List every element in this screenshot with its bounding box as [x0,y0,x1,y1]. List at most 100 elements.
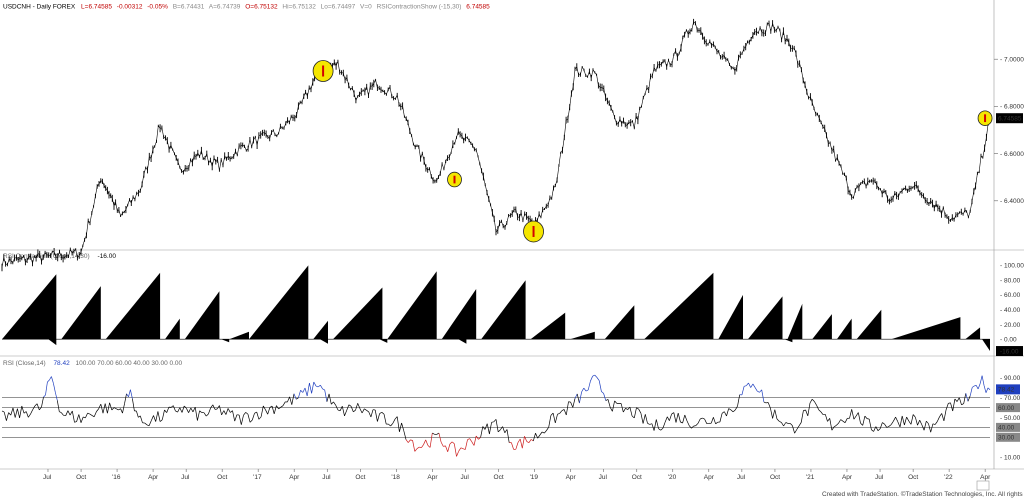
rsi-segment [296,397,299,400]
rsi-segment [601,391,604,394]
rsi-segment [53,383,56,393]
rsi-segment [339,406,343,411]
contraction-ramp-16 [644,272,714,340]
contraction-ramp-21 [836,318,852,340]
rsi-segment [370,409,374,418]
rsi-segment [467,438,470,441]
bid-label: B=6.74431 [173,4,205,11]
rsi-segment [728,408,732,411]
rsi-segment [675,413,679,423]
rsi-segment [186,408,189,413]
last-price-label: 6.74585 [998,116,1022,123]
rsi-segment [353,409,356,413]
rsi-segment [497,429,501,433]
rsi-segment [954,398,958,402]
rsi-segment [65,410,69,416]
rsi-segment [458,447,462,452]
rsi-segment [629,407,633,417]
rsi-segment [436,432,440,435]
contraction-ramp-3 [105,272,161,340]
rsi-segment [983,385,987,393]
rsi-segment [423,439,427,445]
contraction-ramp-1 [2,274,57,340]
rsi-segment [693,425,696,427]
price-pane [1,18,993,272]
rsi-segment [862,416,866,426]
rsi-segment [80,416,84,423]
contraction-dip-2 [221,339,230,343]
rsi-segment [796,425,800,430]
rsi-segment [820,411,824,415]
rsi-segment [410,439,413,441]
rsi-segment [691,425,694,429]
rsi-segment [666,416,670,421]
rsi-segment [309,382,312,394]
rsi-segment [89,413,93,416]
contraction-tick-label: - 20.00 [1000,322,1021,329]
rsi-segment [243,412,246,416]
rsi-segment [664,416,668,423]
rsi-segment [789,423,793,426]
rsi-segment [104,403,108,414]
rsi-segment [574,393,578,399]
rsi-tick-label: - 90.00 [1000,375,1021,382]
rsi-segment [427,445,431,448]
rsi-segment [71,410,75,423]
rsi-segment [153,415,157,422]
contraction-pane-header: RSI Contraction (Close,14,30) -16.00 [3,253,116,260]
rsi-segment [763,401,767,404]
rsi-segment [361,408,365,414]
contraction-ramp-8 [313,320,328,340]
time-tick-label: Jul [322,474,331,481]
rsi-segment [166,406,170,413]
rsi-segment [399,422,402,432]
rsi-segment [686,420,690,426]
contraction-ramp-5 [184,291,220,340]
rsi-axis: - 90.00- 70.00- 50.00- 30.00- 10.0060.00… [996,375,1021,461]
rsi-segment [833,425,837,428]
rsi-segment [961,403,964,406]
rsi-segment [394,416,398,420]
rsi-segment [440,441,444,447]
rsi-segment [517,438,521,443]
rsi-segment [144,422,148,426]
rsi-segment [251,413,255,421]
rsi-segment [603,393,607,401]
rsi-segment [535,433,539,439]
contraction-ramp-15 [604,305,635,340]
rsi-segment [344,410,348,417]
rsi-segment [530,439,534,442]
contraction-dip-4 [379,339,388,343]
time-tick-label: Jul [875,474,884,481]
rsi-segment [647,422,650,425]
rsi-segment [74,421,77,423]
rsi-segment [816,405,820,410]
rsi-segment [928,423,932,433]
rsi-segment [827,418,830,422]
rsi-segment [256,411,260,420]
rsi-segment [684,414,688,422]
rsi-segment [159,419,163,422]
rsi-segment [936,416,940,422]
rsi-segment [414,448,418,452]
rsi-segment [952,398,956,412]
rsi-segment [197,410,200,421]
rsi-segment [298,390,301,398]
time-tick-label: '17 [253,474,262,481]
rsi-segment [254,411,257,414]
rsi-segment [640,413,644,424]
rsi-segment [502,426,506,433]
rsi-segment [12,407,16,418]
rsi-segment [975,385,979,390]
rsi-segment [636,407,639,410]
rsi-segment [671,412,674,415]
footer-credit: Created with TradeStation. ©TradeStation… [822,490,1024,498]
contraction-ramp-9 [333,287,383,340]
time-tick-label: '22 [944,474,953,481]
time-tick-label: Jul [737,474,746,481]
rsi-segment [570,401,574,408]
rsi-segment [506,429,510,443]
rsi-segment [721,411,725,414]
rsi-segment [934,421,938,425]
rsi-segment [322,388,325,391]
